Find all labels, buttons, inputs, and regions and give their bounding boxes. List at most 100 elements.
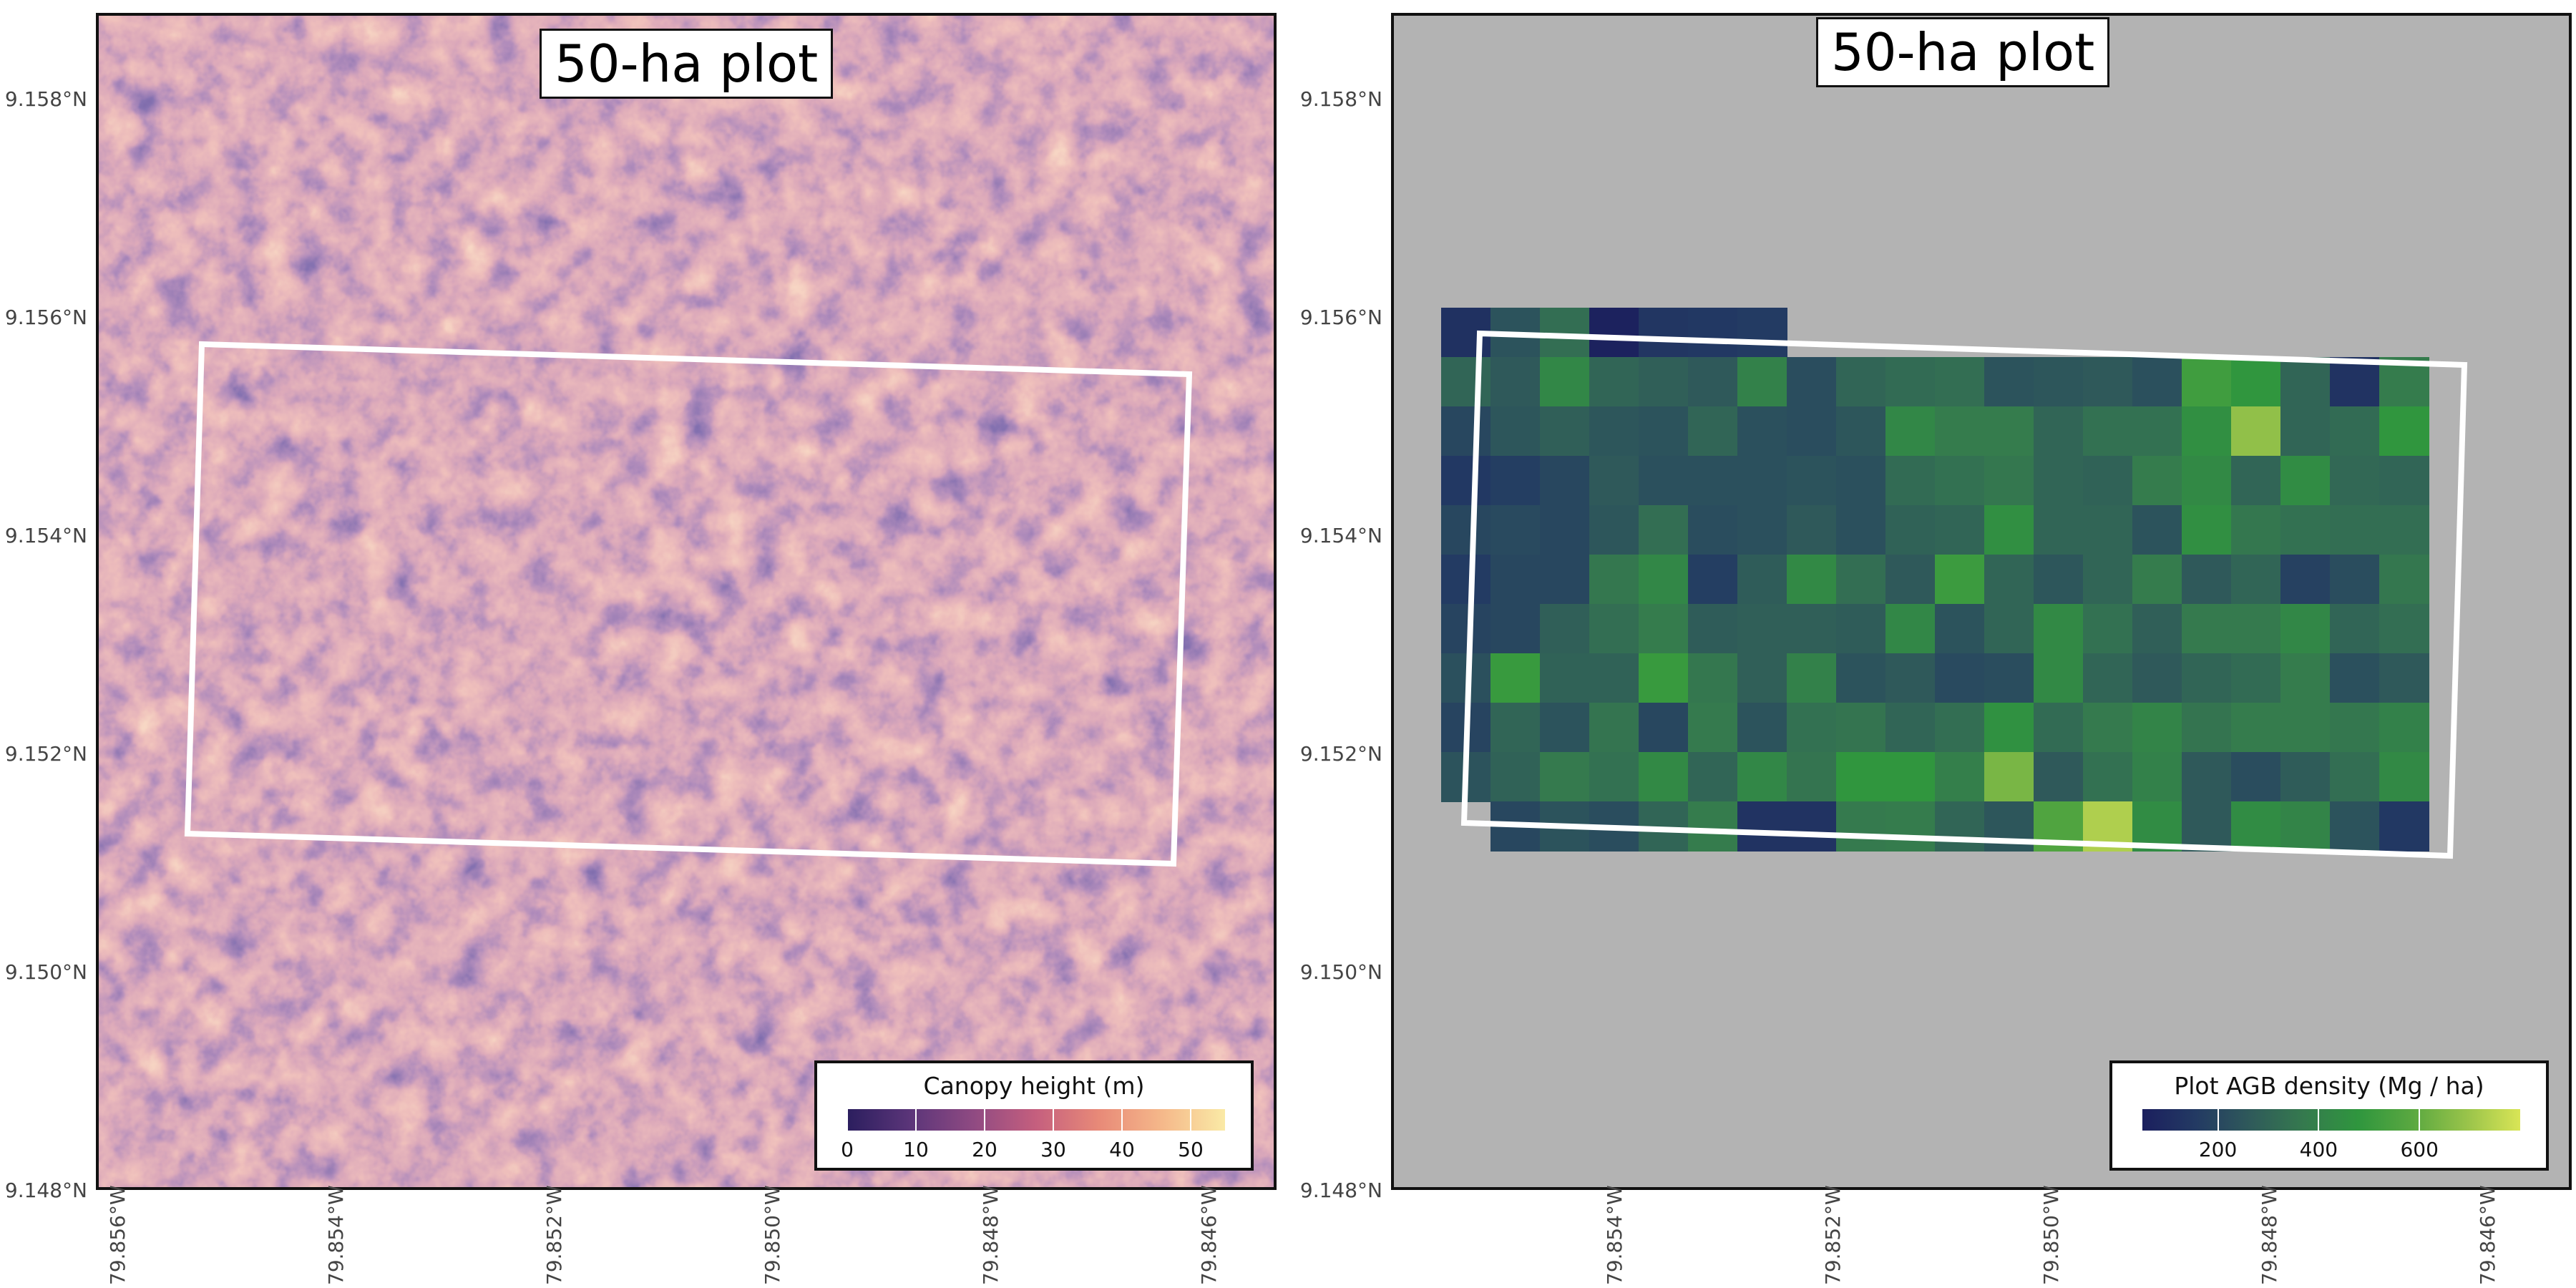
agb-cell: [1639, 604, 1689, 654]
agb-cell: [1491, 752, 1541, 802]
legend-tick-mark: [984, 1109, 985, 1131]
agb-cell: [1836, 703, 1886, 753]
agb-cell: [1935, 456, 1985, 506]
agb-cell: [2280, 703, 2331, 753]
agb-cell: [1935, 604, 1985, 654]
agb-density-grid: [1441, 308, 2468, 859]
agb-cell: [2034, 456, 2084, 506]
legend-tick-mark: [2419, 1109, 2421, 1131]
latitude-tick-label: 9.154°N: [4, 524, 87, 547]
agb-cell: [1885, 703, 1936, 753]
agb-cell: [1639, 505, 1689, 555]
agb-cell: [1491, 604, 1541, 654]
agb-cell: [1639, 406, 1689, 457]
agb-cell: [1589, 604, 1639, 654]
agb-cell: [2182, 406, 2232, 457]
legend-tick-mark: [2217, 1109, 2219, 1131]
agb-cell: [2182, 456, 2232, 506]
agb-cell: [1836, 801, 1886, 852]
agb-cell: [1836, 505, 1886, 555]
agb-cell: [1688, 505, 1738, 555]
agb-cell: [2330, 801, 2380, 852]
agb-cell: [1441, 555, 1491, 605]
agb-cell: [2034, 703, 2084, 753]
agb-cell: [1984, 406, 2034, 457]
agb-cell: [2280, 456, 2331, 506]
longitude-tick-label: 79.846°W: [2476, 1185, 2499, 1285]
agb-cell: [2280, 752, 2331, 802]
longitude-tick-label: 79.846°W: [1197, 1185, 1221, 1285]
agb-cell: [1441, 604, 1491, 654]
agb-cell: [2280, 801, 2331, 852]
canopy-height-map[interactable]: 50-ha plot Canopy height (m) 0 10 20 30 40 50: [96, 13, 1277, 1190]
agb-cell: [2379, 703, 2429, 753]
agb-cell: [2132, 406, 2182, 457]
agb-cell: [1639, 308, 1689, 358]
agb-cell: [1441, 456, 1491, 506]
agb-cell: [1491, 357, 1541, 407]
agb-cell: [2034, 752, 2084, 802]
legend-tick-label: 40: [1109, 1138, 1135, 1161]
agb-cell: [2083, 703, 2133, 753]
agb-cell: [2034, 505, 2084, 555]
legend-tick-label: 600: [2400, 1138, 2439, 1161]
agb-cell: [1639, 555, 1689, 605]
agb-cell: [1935, 357, 1985, 407]
agb-cell: [1540, 406, 1590, 457]
agb-cell: [1491, 505, 1541, 555]
latitude-tick-label: 9.154°N: [1299, 524, 1382, 547]
agb-cell: [1688, 357, 1738, 407]
agb-cell: [1787, 406, 1837, 457]
agb-cell: [2083, 604, 2133, 654]
agb-cell: [1885, 555, 1936, 605]
agb-cell: [2083, 752, 2133, 802]
agb-cell: [1885, 505, 1936, 555]
agb-cell: [1984, 456, 2034, 506]
agb-cell: [2379, 406, 2429, 457]
agb-cell: [2231, 456, 2281, 506]
agb-cell: [1737, 505, 1787, 555]
latitude-tick-label: 9.150°N: [4, 960, 87, 984]
agb-cell: [2132, 357, 2182, 407]
agb-cell: [1885, 752, 1936, 802]
agb-cell: [1787, 752, 1837, 802]
agb-cell: [2231, 653, 2281, 703]
agb-cell: [1540, 752, 1590, 802]
legend-tick-mark: [1190, 1109, 1191, 1131]
agb-cell: [1787, 456, 1837, 506]
agb-cell: [2231, 801, 2281, 852]
agb-cell: [1737, 703, 1787, 753]
agb-cell: [2231, 703, 2281, 753]
agb-cell: [1737, 456, 1787, 506]
agb-cell: [1935, 555, 1985, 605]
agb-cell: [1737, 406, 1787, 457]
agb-density-legend: Plot AGB density (Mg / ha) 200 400 600: [2109, 1060, 2549, 1171]
longitude-tick-label: 79.848°W: [2258, 1185, 2281, 1285]
agb-cell: [1441, 357, 1491, 407]
agb-cell: [1787, 505, 1837, 555]
legend-tick-label: 30: [1040, 1138, 1066, 1161]
agb-cell: [2280, 555, 2331, 605]
agb-cell: [2379, 604, 2429, 654]
agb-cell: [1885, 653, 1936, 703]
agb-cell: [1935, 505, 1985, 555]
legend-tick-mark: [847, 1109, 848, 1131]
agb-cell: [1688, 406, 1738, 457]
agb-cell: [1885, 456, 1936, 506]
plot-outline: [184, 341, 1193, 867]
agb-cell: [2132, 703, 2182, 753]
agb-cell: [1737, 357, 1787, 407]
plot-outline: [1460, 330, 2468, 859]
longitude-tick-label: 79.854°W: [324, 1185, 348, 1285]
agb-cell: [2330, 703, 2380, 753]
agb-cell: [1836, 456, 1886, 506]
agb-cell: [2034, 555, 2084, 605]
agb-cell: [1491, 555, 1541, 605]
agb-cell: [1885, 406, 1936, 457]
agb-cell: [2182, 604, 2232, 654]
agb-cell: [2379, 752, 2429, 802]
agb-cell: [2132, 555, 2182, 605]
agb-cell: [1589, 752, 1639, 802]
agb-density-map[interactable]: 50-ha plot Plot AGB density (Mg / ha) 20…: [1391, 13, 2572, 1190]
longitude-tick-label: 79.854°W: [1603, 1185, 1626, 1285]
